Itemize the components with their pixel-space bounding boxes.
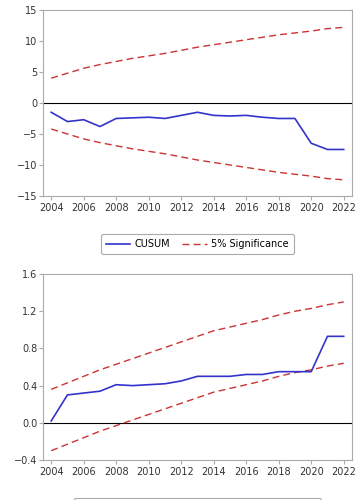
Legend: CUSUM, 5% Significance: CUSUM, 5% Significance (101, 234, 294, 254)
Legend: CUSUM of Squares, 5% Significance: CUSUM of Squares, 5% Significance (74, 498, 321, 500)
